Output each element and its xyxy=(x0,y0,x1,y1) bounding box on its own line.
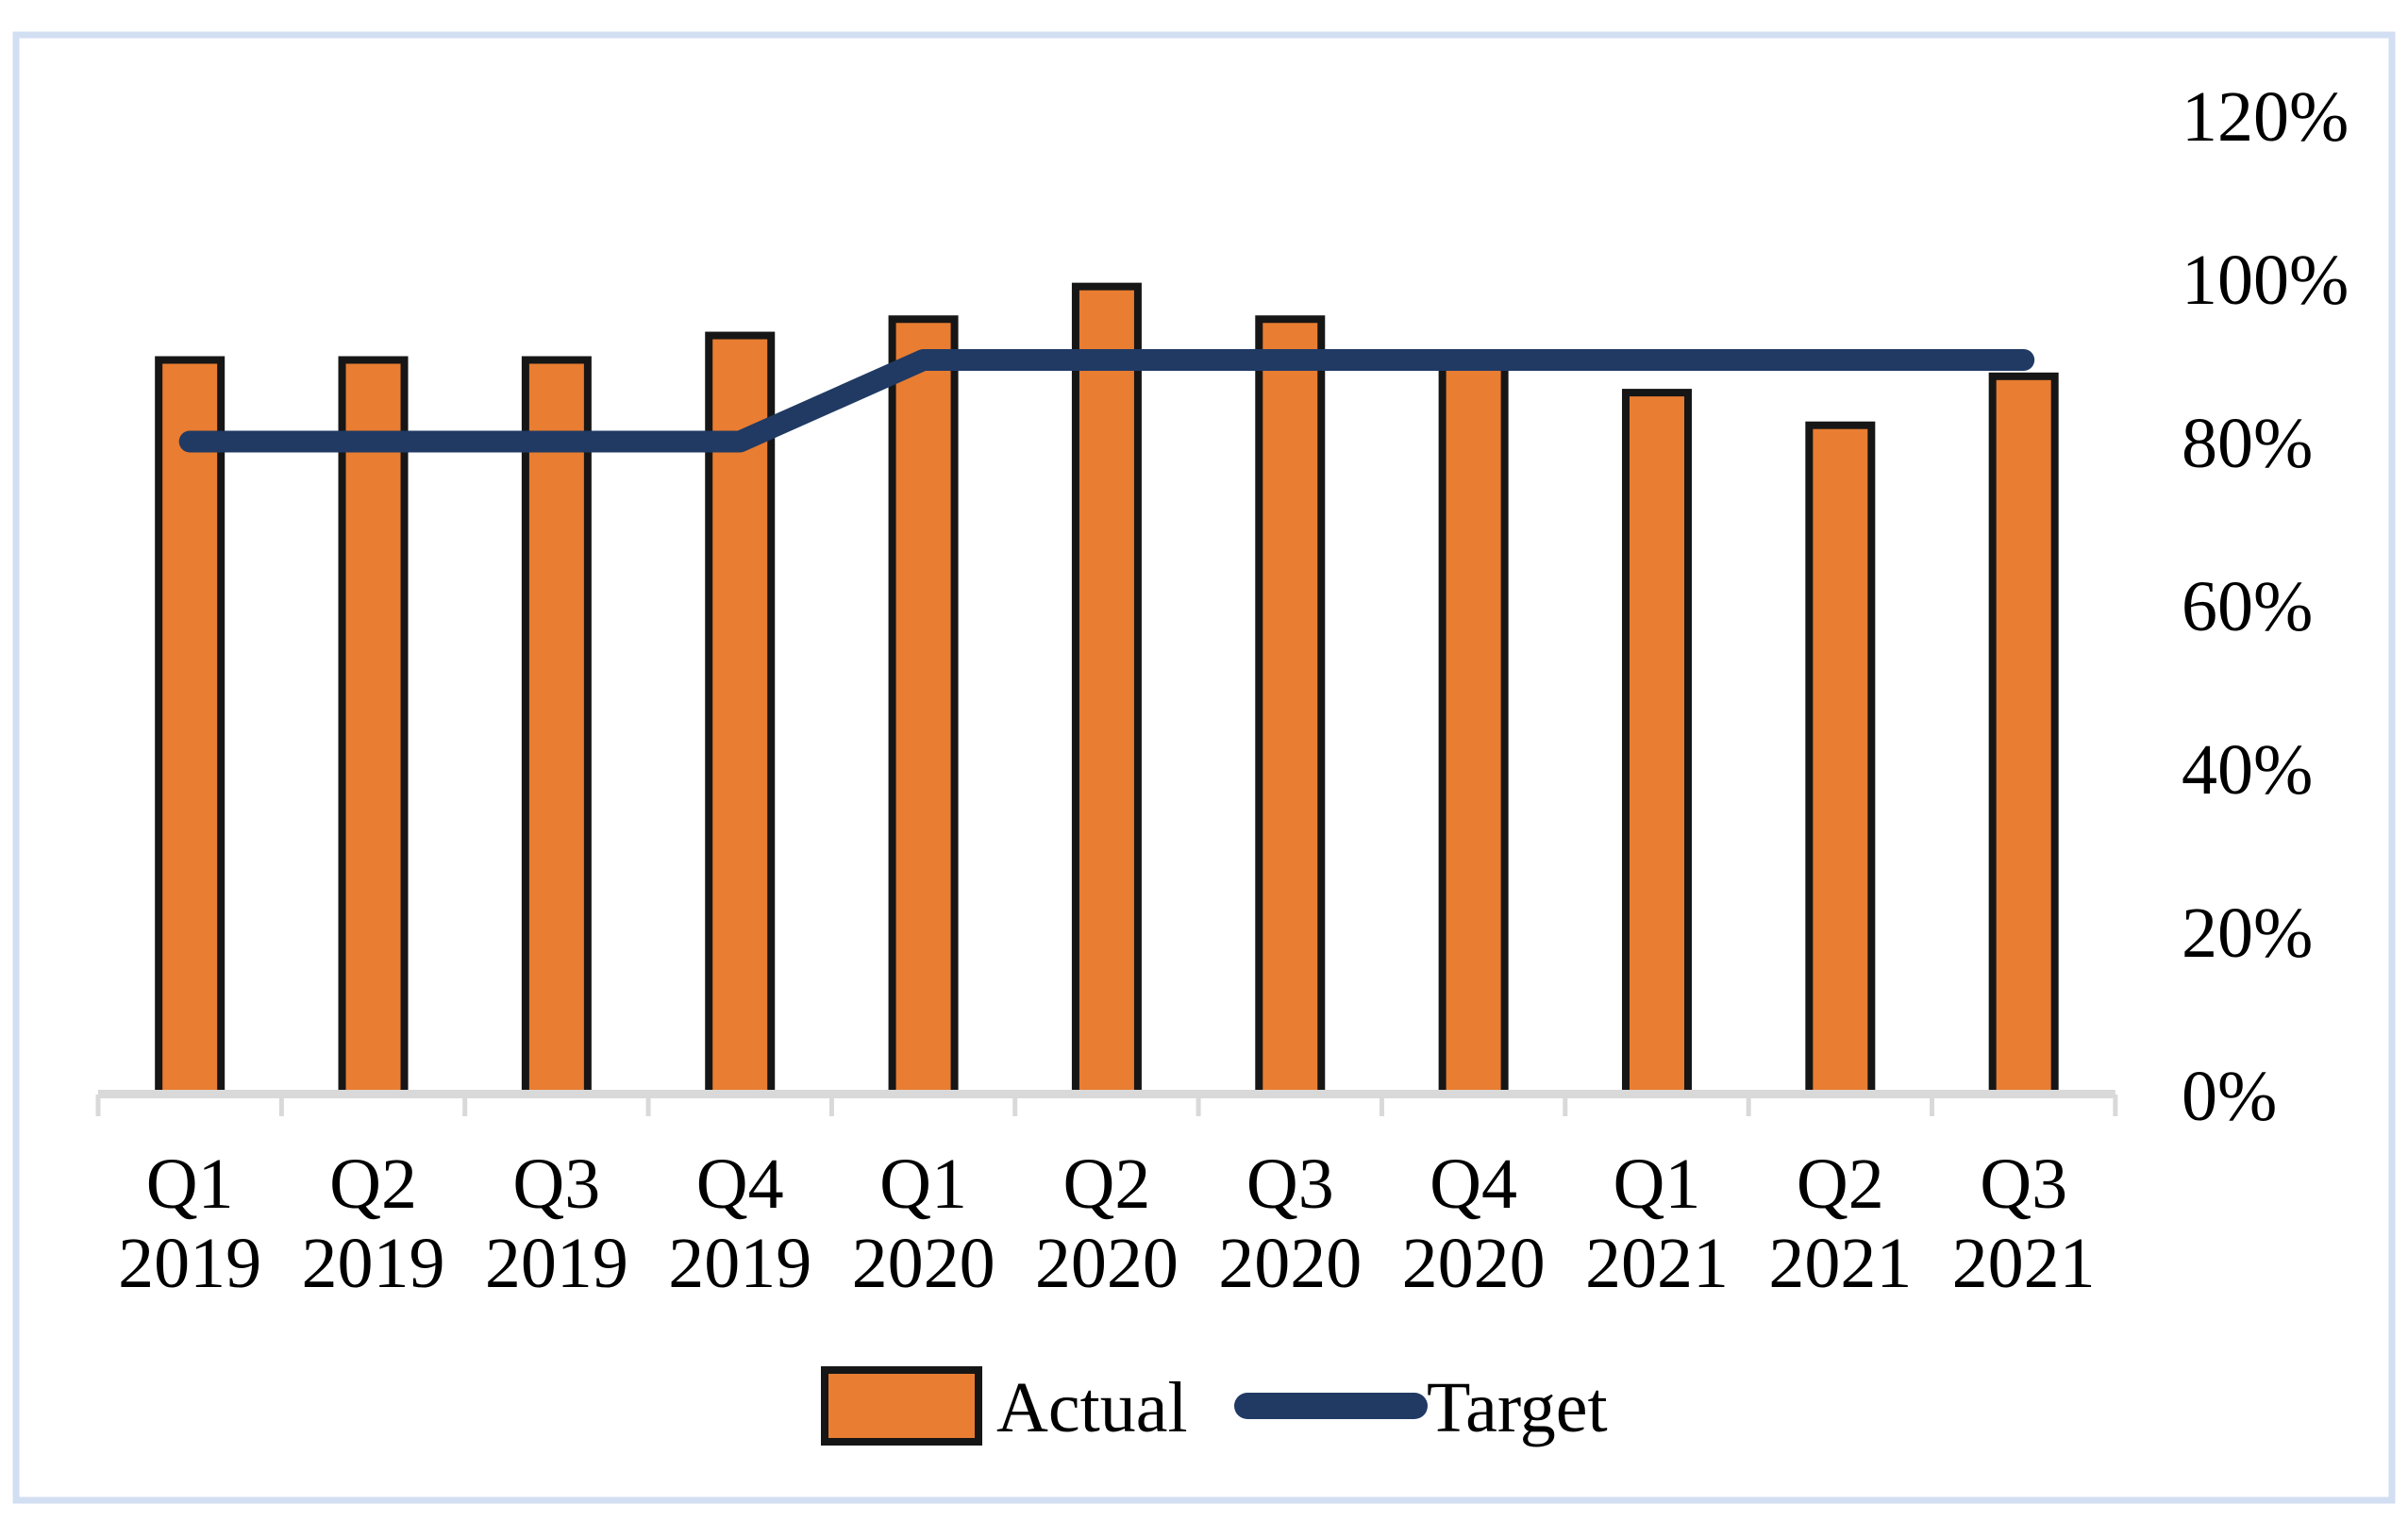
x-axis-tick xyxy=(95,1095,101,1116)
chart-frame-border xyxy=(12,31,2396,1504)
bar-actual-q4-2020 xyxy=(1438,356,1509,1098)
x-axis-tick xyxy=(278,1095,284,1116)
y-axis-label-20pct: 20% xyxy=(2182,894,2313,973)
bar-actual-q3-2019 xyxy=(521,356,592,1098)
x-axis-label-year: 2019 xyxy=(118,1224,261,1303)
bar-actual-q2-2021 xyxy=(1805,421,1876,1098)
x-axis-tick xyxy=(1746,1095,1751,1116)
legend-label-target: Target xyxy=(1427,1368,1608,1447)
x-axis-label-year: 2020 xyxy=(1402,1224,1546,1303)
x-axis-label-quarter: Q1 xyxy=(1614,1145,1701,1224)
x-axis-label-quarter: Q2 xyxy=(1797,1145,1884,1224)
x-axis-label-year: 2020 xyxy=(852,1224,995,1303)
x-axis-label-year: 2020 xyxy=(1218,1224,1362,1303)
x-axis-label-quarter: Q3 xyxy=(512,1145,600,1224)
y-axis-label-80pct: 80% xyxy=(2182,404,2313,483)
x-axis-label-quarter: Q4 xyxy=(696,1145,784,1224)
bar-actual-q1-2021 xyxy=(1621,389,1692,1099)
x-axis-tick xyxy=(645,1095,651,1116)
y-axis-label-100pct: 100% xyxy=(2182,241,2349,320)
legend-label-actual: Actual xyxy=(996,1368,1188,1447)
x-axis-label-year: 2020 xyxy=(1035,1224,1179,1303)
x-axis-tick xyxy=(1196,1095,1201,1116)
x-axis-label-quarter: Q2 xyxy=(329,1145,417,1224)
bar-actual-q1-2019 xyxy=(155,356,226,1098)
y-axis-label-40pct: 40% xyxy=(2182,730,2313,810)
x-axis-line xyxy=(98,1090,2115,1098)
target-line-series xyxy=(178,349,2035,453)
x-axis-tick xyxy=(462,1095,468,1116)
x-axis-tick xyxy=(1930,1095,1934,1116)
x-axis-tick xyxy=(1012,1095,1018,1116)
x-axis-label-year: 2019 xyxy=(485,1224,628,1303)
x-axis-tick xyxy=(828,1095,834,1116)
x-axis-label-quarter: Q1 xyxy=(146,1145,234,1224)
x-axis-label-year: 2021 xyxy=(1768,1224,1912,1303)
y-axis-label-60pct: 60% xyxy=(2182,567,2313,646)
x-axis-tick xyxy=(1563,1095,1568,1116)
bar-actual-q2-2020 xyxy=(1071,282,1142,1098)
x-axis-label-quarter: Q3 xyxy=(1246,1145,1334,1224)
y-axis-label-0pct: 0% xyxy=(2182,1057,2277,1136)
bar-actual-q3-2021 xyxy=(1988,372,2059,1098)
y-axis-label-120pct: 120% xyxy=(2182,77,2349,157)
x-axis-label-quarter: Q2 xyxy=(1062,1145,1150,1224)
x-axis-label-quarter: Q1 xyxy=(879,1145,967,1224)
x-axis-label-quarter: Q3 xyxy=(1980,1145,2067,1224)
legend-swatch-actual xyxy=(821,1366,982,1446)
bar-actual-q3-2020 xyxy=(1255,315,1326,1098)
x-axis-tick xyxy=(1379,1095,1384,1116)
x-axis-label-year: 2019 xyxy=(302,1224,445,1303)
bar-actual-q1-2020 xyxy=(888,315,959,1098)
x-axis-tick xyxy=(2113,1095,2118,1116)
bar-actual-q2-2019 xyxy=(338,356,409,1098)
x-axis-label-year: 2021 xyxy=(1952,1224,2096,1303)
x-axis-label-year: 2019 xyxy=(668,1224,811,1303)
x-axis-label-year: 2021 xyxy=(1585,1224,1729,1303)
x-axis-label-quarter: Q4 xyxy=(1430,1145,1517,1224)
